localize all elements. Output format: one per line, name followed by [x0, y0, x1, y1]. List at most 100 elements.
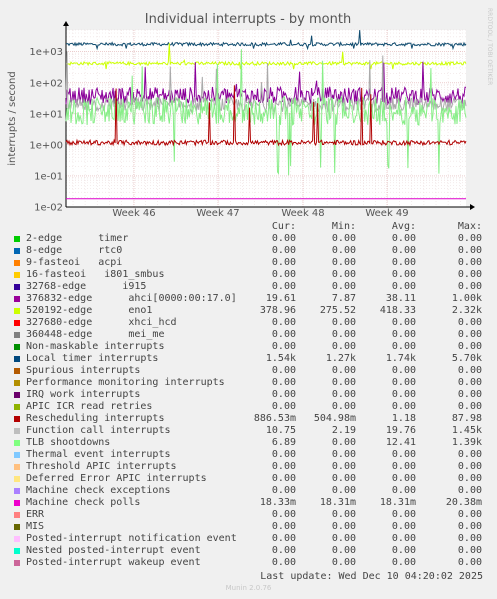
legend-name: Posted-interrupt notification event — [26, 533, 237, 544]
legend-min: 0.00 — [331, 473, 356, 484]
x-tick-label: Week 47 — [196, 208, 239, 219]
legend-name: 16-fasteoi i801_smbus — [26, 269, 165, 280]
legend-name: Performance monitoring interrupts — [26, 377, 225, 388]
legend-avg: 0.00 — [391, 545, 416, 556]
legend-avg: 0.00 — [391, 365, 416, 376]
legend-swatch — [14, 272, 20, 278]
legend-min: 0.00 — [331, 377, 356, 388]
legend-swatch — [14, 452, 20, 458]
legend-row: Function call interrupts 10.75 2.19 19.76 1.… — [0, 425, 497, 437]
legend-avg: 0.00 — [391, 317, 416, 328]
legend-cur: 0.00 — [271, 341, 296, 352]
legend-max: 0.00 — [457, 233, 482, 244]
legend-cur: 0.00 — [271, 377, 296, 388]
legend-name: Rescheduling interrupts — [26, 413, 165, 424]
legend-min: 0.00 — [331, 401, 356, 412]
legend-max: 0.00 — [457, 557, 482, 568]
legend-row: Threshold APIC interrupts 0.00 0.00 0.00 0.0… — [0, 461, 497, 473]
series-line — [65, 49, 467, 176]
legend-min: 0.00 — [331, 437, 356, 448]
legend-row: MIS 0.00 0.00 0.00 0.00 — [0, 521, 497, 533]
legend-row: Non-maskable interrupts 0.00 0.00 0.00 0.00 — [0, 341, 497, 353]
y-axis-arrow — [63, 21, 69, 26]
legend-cur: 0.00 — [271, 245, 296, 256]
y-axis-label: interrupts / second — [7, 71, 18, 165]
legend-name: MIS — [26, 521, 45, 532]
legend-row: Deferred Error APIC interrupts 0.00 0.00 0.… — [0, 473, 497, 485]
legend-name: Thermal event interrupts — [26, 449, 171, 460]
legend-row: Machine check exceptions 0.00 0.00 0.00 0.00 — [0, 485, 497, 497]
legend-avg: 0.00 — [391, 341, 416, 352]
legend-min: 0.00 — [331, 257, 356, 268]
legend-cur: 0.00 — [271, 449, 296, 460]
x-axis-arrow — [470, 204, 475, 210]
legend-swatch — [14, 440, 20, 446]
legend-max: 0.00 — [457, 377, 482, 388]
legend-cur: 0.00 — [271, 557, 296, 568]
legend-cur: 378.96 — [259, 305, 296, 316]
legend-cur: 0.00 — [271, 461, 296, 472]
legend-name: Threshold APIC interrupts — [26, 461, 177, 472]
legend-name: 8-edge rtc0 — [26, 245, 123, 256]
legend-min: 0.00 — [331, 269, 356, 280]
series-line — [66, 43, 467, 70]
legend-swatch — [14, 524, 20, 530]
legend-min: 0.00 — [331, 461, 356, 472]
legend-max: 0.00 — [457, 389, 482, 400]
legend-cur: 6.89 — [271, 437, 296, 448]
legend-avg: 18.31m — [379, 497, 416, 508]
legend-header-min: Min: — [331, 221, 356, 232]
y-tick-label: 1e+02 — [29, 78, 63, 89]
y-tick-label: 1e-01 — [34, 171, 63, 182]
legend-cur: 0.00 — [271, 401, 296, 412]
legend-min: 0.00 — [331, 509, 356, 520]
legend-name: APIC ICR read retries — [26, 401, 153, 412]
legend-max: 0.00 — [457, 329, 482, 340]
legend-min: 7.87 — [331, 293, 356, 304]
rrdtool-label: RRDTOOL / TOBI OETIKER — [486, 8, 493, 85]
legend-min: 0.00 — [331, 341, 356, 352]
legend-swatch — [14, 464, 20, 470]
chart-svg: 1e+03 1e+02 1e+01 1e+00 1e-01 1e-02 Week 46 Wee… — [7, 8, 493, 219]
legend-swatch — [14, 284, 20, 290]
legend-swatch — [14, 404, 20, 410]
legend-avg: 0.00 — [391, 329, 416, 340]
legend-name: Function call interrupts — [26, 425, 171, 436]
legend-cur: 0.00 — [271, 329, 296, 340]
legend-row: 8-edge rtc0 0.00 0.00 0.00 0.00 — [0, 245, 497, 257]
legend-row: Nested posted-interrupt event 0.00 0.00 0.0… — [0, 545, 497, 557]
legend-name: 32768-edge i915 — [26, 281, 147, 292]
legend-avg: 0.00 — [391, 533, 416, 544]
legend-cur: 0.00 — [271, 317, 296, 328]
legend-avg: 0.00 — [391, 281, 416, 292]
legend-name: Non-maskable interrupts — [26, 341, 165, 352]
legend-row: 9-fasteoi acpi 0.00 0.00 0.00 0.00 — [0, 257, 497, 269]
legend-row: Performance monitoring interrupts 0.00 0.0… — [0, 377, 497, 389]
legend-name: ERR — [26, 509, 45, 520]
legend-avg: 0.00 — [391, 557, 416, 568]
legend-row: Rescheduling interrupts 886.53m 504.98m 1.1… — [0, 413, 497, 425]
legend-swatch — [14, 488, 20, 494]
legend-min: 504.98m — [313, 413, 356, 424]
legend-cur: 0.00 — [271, 545, 296, 556]
series-line — [65, 85, 467, 147]
legend-avg: 0.00 — [391, 269, 416, 280]
legend-cur: 18.33m — [259, 497, 296, 508]
legend-cur: 0.00 — [271, 473, 296, 484]
legend-swatch — [14, 368, 20, 374]
legend-min: 0.00 — [331, 245, 356, 256]
legend-row: Posted-interrupt notification event 0.00 0… — [0, 533, 497, 545]
legend-swatch — [14, 308, 20, 314]
legend-row: 2-edge timer 0.00 0.00 0.00 0.00 — [0, 233, 497, 245]
legend-max: 1.39k — [451, 437, 482, 448]
legend-avg: 0.00 — [391, 461, 416, 472]
legend-min: 275.52 — [319, 305, 356, 316]
legend-cur: 0.00 — [271, 281, 296, 292]
legend-header-avg: Avg: — [391, 221, 416, 232]
legend-cur: 0.00 — [271, 269, 296, 280]
legend-row: IRQ work interrupts 0.00 0.00 0.00 0.00 — [0, 389, 497, 401]
munin-credit: Munin 2.0.76 — [225, 584, 272, 592]
y-tick-label: 1e+01 — [29, 109, 63, 120]
legend-cur: 0.00 — [271, 509, 296, 520]
legend-min: 0.00 — [331, 233, 356, 244]
